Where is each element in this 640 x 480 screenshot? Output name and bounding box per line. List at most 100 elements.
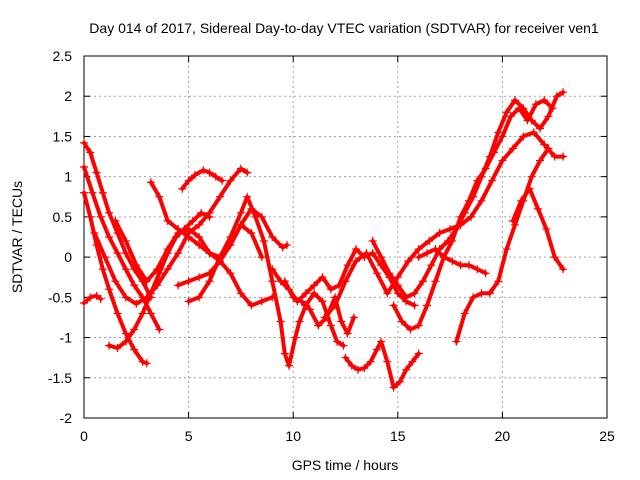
data-point xyxy=(218,176,227,185)
data-point xyxy=(132,261,141,270)
data-point xyxy=(195,233,204,241)
x-axis-title: GPS time / hours xyxy=(292,457,399,473)
chart-title: Day 014 of 2017, Sidereal Day-to-day VTE… xyxy=(89,20,599,36)
data-point xyxy=(80,298,88,307)
data-point xyxy=(366,357,375,366)
data-point xyxy=(393,289,402,298)
data-point xyxy=(349,313,358,322)
data-point xyxy=(544,112,553,121)
data-point xyxy=(155,192,164,201)
data-point xyxy=(280,349,289,358)
data-point xyxy=(494,128,503,137)
data-point xyxy=(184,233,193,241)
data-point xyxy=(130,345,139,354)
data-point xyxy=(498,156,507,165)
data-point xyxy=(477,196,486,205)
data-point xyxy=(481,164,490,173)
data-point xyxy=(155,269,164,278)
data-point xyxy=(402,293,411,302)
series-sat-r xyxy=(414,245,490,278)
y-tick-label: 1 xyxy=(64,169,72,185)
data-series xyxy=(80,88,568,392)
data-point xyxy=(408,357,417,366)
series-track xyxy=(92,166,250,306)
y-tick-label: 2.5 xyxy=(53,48,73,64)
series-sat-a xyxy=(80,138,155,302)
series-sat-c xyxy=(80,188,151,368)
y-axis-title: SDTVAR / TECUs xyxy=(9,181,25,293)
data-point xyxy=(529,128,538,137)
y-tick-label: 1.5 xyxy=(53,128,73,144)
data-point xyxy=(155,325,164,334)
series-track xyxy=(322,130,566,320)
data-point xyxy=(318,297,327,306)
data-point xyxy=(113,344,122,353)
data-point xyxy=(531,100,540,109)
data-point xyxy=(406,325,415,334)
x-tick-label: 10 xyxy=(285,428,301,444)
data-point xyxy=(331,301,340,310)
y-tick-labels: -2 -1.5 -1 -0.5 0 0.5 1 1.5 2 2.5 xyxy=(48,48,72,426)
data-point xyxy=(184,297,193,306)
data-point xyxy=(195,273,204,282)
data-point xyxy=(98,265,107,274)
data-point xyxy=(268,233,277,241)
data-point xyxy=(113,249,122,258)
data-point xyxy=(285,361,294,370)
series-sat-p xyxy=(368,88,568,302)
data-point xyxy=(550,152,559,161)
data-point xyxy=(383,289,392,298)
y-tick-label: -1.5 xyxy=(48,370,72,386)
data-point xyxy=(113,309,122,318)
data-point xyxy=(477,289,486,298)
data-point xyxy=(205,208,214,217)
data-point xyxy=(318,273,327,282)
data-point xyxy=(121,337,130,346)
data-point xyxy=(533,204,542,213)
data-point xyxy=(121,293,130,302)
data-point xyxy=(184,176,193,185)
data-point xyxy=(519,132,528,141)
data-point xyxy=(431,277,440,286)
data-point xyxy=(354,365,363,374)
data-point xyxy=(163,245,172,254)
data-point xyxy=(132,299,141,308)
data-point xyxy=(510,220,519,229)
data-point xyxy=(174,249,183,258)
data-point xyxy=(502,245,511,254)
data-point xyxy=(96,294,105,303)
data-point xyxy=(130,325,139,334)
data-point xyxy=(80,163,88,172)
data-point xyxy=(414,245,423,254)
data-point xyxy=(105,285,114,294)
data-point xyxy=(80,188,88,197)
series-track xyxy=(82,293,103,305)
data-point xyxy=(393,273,402,282)
data-point xyxy=(523,116,532,125)
data-point xyxy=(236,289,245,298)
data-point xyxy=(536,124,545,133)
data-point xyxy=(485,289,494,298)
data-point xyxy=(174,224,183,233)
data-point xyxy=(550,253,559,262)
data-point xyxy=(414,321,423,330)
data-point xyxy=(540,96,549,105)
data-point xyxy=(326,285,335,294)
data-point xyxy=(540,140,549,149)
x-tick-label: 20 xyxy=(495,428,511,444)
data-point xyxy=(372,269,381,278)
data-point xyxy=(92,168,101,177)
data-point xyxy=(326,321,335,330)
data-point xyxy=(276,277,285,286)
data-point xyxy=(333,337,342,346)
data-point xyxy=(389,301,398,310)
series-track xyxy=(343,339,421,390)
data-point xyxy=(142,359,151,368)
data-point xyxy=(174,281,183,290)
data-point xyxy=(314,321,323,330)
data-point xyxy=(236,208,245,217)
data-point xyxy=(291,333,300,342)
data-point xyxy=(211,172,220,181)
data-point xyxy=(138,309,147,318)
data-point xyxy=(337,317,346,326)
